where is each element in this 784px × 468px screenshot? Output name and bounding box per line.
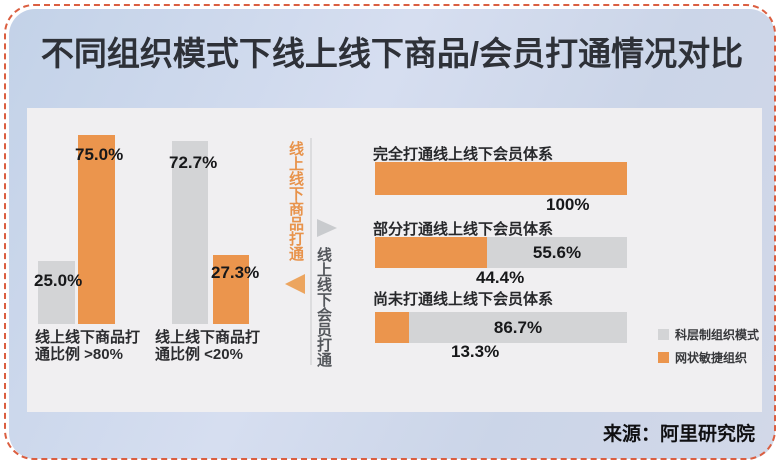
category-label-lt20: 线上线下商品打 通比例 <20% [155, 329, 260, 363]
bar-agile-lt20 [213, 255, 249, 324]
arrow-right-icon [317, 219, 337, 237]
legend: 科层制组织模式 网状敏捷组织 [658, 326, 759, 372]
legend-item-hierarchy: 科层制组织模式 [658, 326, 759, 343]
bar-value-label: 75.0% [75, 145, 124, 164]
axis-divider-line [310, 138, 312, 365]
member-axis-label: 线上线下会员打通 [315, 247, 332, 367]
bar-value-label: 100% [546, 195, 590, 214]
row-label-none: 尚未打通线上线下会员体系 [373, 291, 554, 308]
arrow-left-icon [285, 274, 305, 294]
bar-hierarchy-lt20 [172, 141, 208, 324]
category-line: 通比例 <20% [155, 346, 243, 363]
category-line: 线上线下商品打 [155, 329, 261, 346]
row-label-partial: 部分打通线上线下会员体系 [373, 221, 554, 238]
hbar-segment-agile [375, 312, 409, 343]
legend-label: 网状敏捷组织 [675, 351, 748, 365]
legend-label: 科层制组织模式 [675, 328, 760, 342]
bar-value-label: 25.0% [34, 271, 83, 290]
bar-hierarchy-gt80 [38, 261, 75, 324]
bar-agile-gt80 [78, 135, 115, 324]
bar-value-label: 44.4% [476, 268, 525, 287]
legend-swatch-orange-icon [658, 352, 669, 363]
bar-value-label: 86.7% [493, 317, 543, 337]
hbar-segment-agile [375, 237, 487, 268]
row-label-full: 完全打通线上线下会员体系 [373, 146, 554, 163]
legend-swatch-gray-icon [658, 329, 669, 340]
hbar-segment-agile [375, 162, 627, 195]
source-credit: 来源：阿里研究院 [602, 424, 755, 445]
hbar-segment-hierarchy: 86.7% [409, 312, 627, 343]
hbar-full [375, 162, 627, 195]
product-axis-label: 线上线下商品打通 [287, 141, 304, 261]
bar-value-label: 13.3% [451, 342, 500, 361]
category-line: 通比例 >80% [35, 346, 123, 363]
bar-value-label: 72.7% [169, 153, 218, 172]
page-title: 不同组织模式下线上线下商品/会员打通情况对比 [40, 35, 744, 72]
legend-item-agile: 网状敏捷组织 [658, 349, 759, 366]
hbar-partial: 55.6% [375, 237, 627, 268]
hbar-none: 86.7% [375, 312, 627, 343]
bar-value-label: 55.6% [532, 242, 582, 262]
category-line: 线上线下商品打 [35, 329, 141, 346]
hbar-segment-hierarchy: 55.6% [487, 237, 627, 268]
category-label-gt80: 线上线下商品打 通比例 >80% [35, 329, 140, 363]
bar-value-label: 27.3% [211, 263, 260, 282]
